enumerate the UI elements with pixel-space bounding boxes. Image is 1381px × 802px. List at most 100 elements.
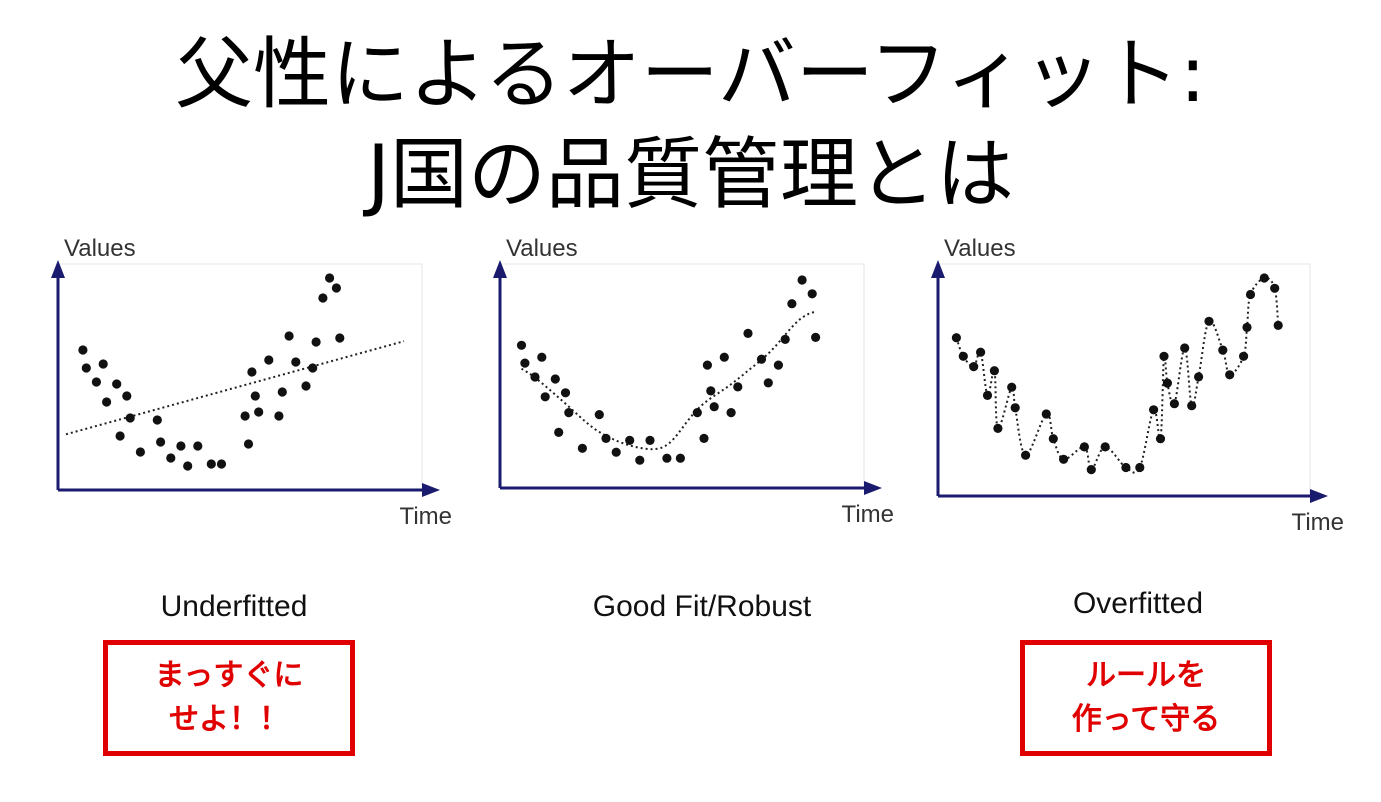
data-point xyxy=(554,427,564,437)
data-point xyxy=(1194,372,1204,382)
data-point xyxy=(1010,403,1020,413)
caption-overfitted: Overfitted xyxy=(1072,587,1204,620)
note-overfit-line2: 作って守る xyxy=(1071,702,1221,737)
data-point xyxy=(1180,343,1190,353)
data-point xyxy=(1225,370,1235,380)
data-point xyxy=(516,340,527,350)
plot-frame xyxy=(57,263,423,491)
data-point xyxy=(274,411,284,421)
data-point xyxy=(1204,316,1214,326)
data-point xyxy=(1245,289,1256,300)
data-point xyxy=(611,447,621,457)
data-point xyxy=(520,358,530,368)
data-point xyxy=(635,455,645,465)
data-point xyxy=(193,441,203,451)
data-point xyxy=(250,391,260,401)
data-point xyxy=(1121,462,1131,473)
caption-good-fit: Good Fit/Robust xyxy=(592,590,812,623)
data-point xyxy=(1086,465,1096,475)
data-point xyxy=(719,352,729,362)
data-point xyxy=(743,328,753,338)
note-overfit-line1: ルールを xyxy=(1086,658,1206,693)
data-point xyxy=(1155,434,1166,444)
data-point xyxy=(284,331,294,341)
data-point xyxy=(625,435,635,445)
data-point xyxy=(112,379,122,389)
data-point xyxy=(331,283,341,293)
data-point xyxy=(1007,382,1017,392)
data-point xyxy=(773,360,783,370)
x-axis-label: Time xyxy=(1292,509,1344,536)
data-point xyxy=(240,411,250,421)
data-point xyxy=(277,387,287,397)
x-axis-label: Time xyxy=(842,501,894,528)
data-point xyxy=(91,377,101,387)
data-point xyxy=(811,332,821,342)
data-point xyxy=(115,431,125,441)
data-point xyxy=(645,435,655,445)
data-point xyxy=(726,408,736,418)
data-point xyxy=(243,439,254,449)
data-point xyxy=(1169,399,1179,409)
data-point xyxy=(102,397,112,407)
data-point xyxy=(982,390,993,400)
data-point xyxy=(247,367,257,377)
data-point xyxy=(969,362,979,372)
y-axis-label: Values xyxy=(64,235,136,262)
data-point xyxy=(1021,450,1031,460)
x-axis-label: Time xyxy=(400,503,452,530)
chart-good-fit: Values Time xyxy=(493,235,894,528)
data-point xyxy=(756,354,767,364)
data-point xyxy=(1135,462,1145,473)
data-point xyxy=(1270,283,1280,293)
note-box-underfit: まっすぐに せよ！！ xyxy=(103,640,355,756)
data-point xyxy=(550,374,560,384)
data-point xyxy=(78,345,88,355)
data-point xyxy=(787,299,797,309)
fit-line xyxy=(65,340,405,436)
data-point xyxy=(560,388,571,398)
data-point xyxy=(308,363,318,373)
data-point xyxy=(176,441,186,451)
data-point xyxy=(951,333,961,343)
data-point xyxy=(1149,405,1159,415)
data-point xyxy=(989,366,999,376)
data-point xyxy=(216,459,227,469)
data-point xyxy=(1242,322,1252,332)
chart-underfitted: Values Time xyxy=(51,235,452,530)
data-point xyxy=(699,433,709,443)
x-axis-arrow xyxy=(864,481,882,495)
data-point xyxy=(1187,401,1197,411)
data-point xyxy=(166,453,176,463)
y-axis-label: Values xyxy=(506,235,578,262)
data-point xyxy=(1041,409,1051,419)
data-point xyxy=(311,337,321,347)
data-point xyxy=(594,410,604,420)
data-point xyxy=(976,347,986,357)
data-point xyxy=(1079,442,1089,452)
data-point xyxy=(993,423,1003,433)
y-axis-arrow xyxy=(51,260,65,278)
note-underfit-line2: せよ！！ xyxy=(169,702,289,737)
data-point xyxy=(780,334,790,344)
data-point xyxy=(1162,378,1172,388)
data-point xyxy=(135,447,145,457)
data-point xyxy=(1100,442,1110,452)
data-point xyxy=(1273,320,1283,330)
data-point xyxy=(152,415,162,425)
plot-frame xyxy=(937,263,1311,497)
data-point xyxy=(301,381,311,391)
y-axis-arrow xyxy=(493,260,507,278)
data-point xyxy=(807,289,817,299)
data-point xyxy=(335,333,345,343)
x-axis-arrow xyxy=(1310,489,1328,503)
data-point xyxy=(706,386,716,396)
caption-underfitted: Underfitted xyxy=(160,590,308,623)
data-point xyxy=(81,363,91,373)
data-point xyxy=(125,413,135,423)
data-point xyxy=(183,461,193,471)
data-point xyxy=(1259,273,1269,283)
data-point xyxy=(702,360,712,370)
note-underfit-line1: まっすぐに xyxy=(154,658,304,693)
data-point xyxy=(122,391,132,401)
